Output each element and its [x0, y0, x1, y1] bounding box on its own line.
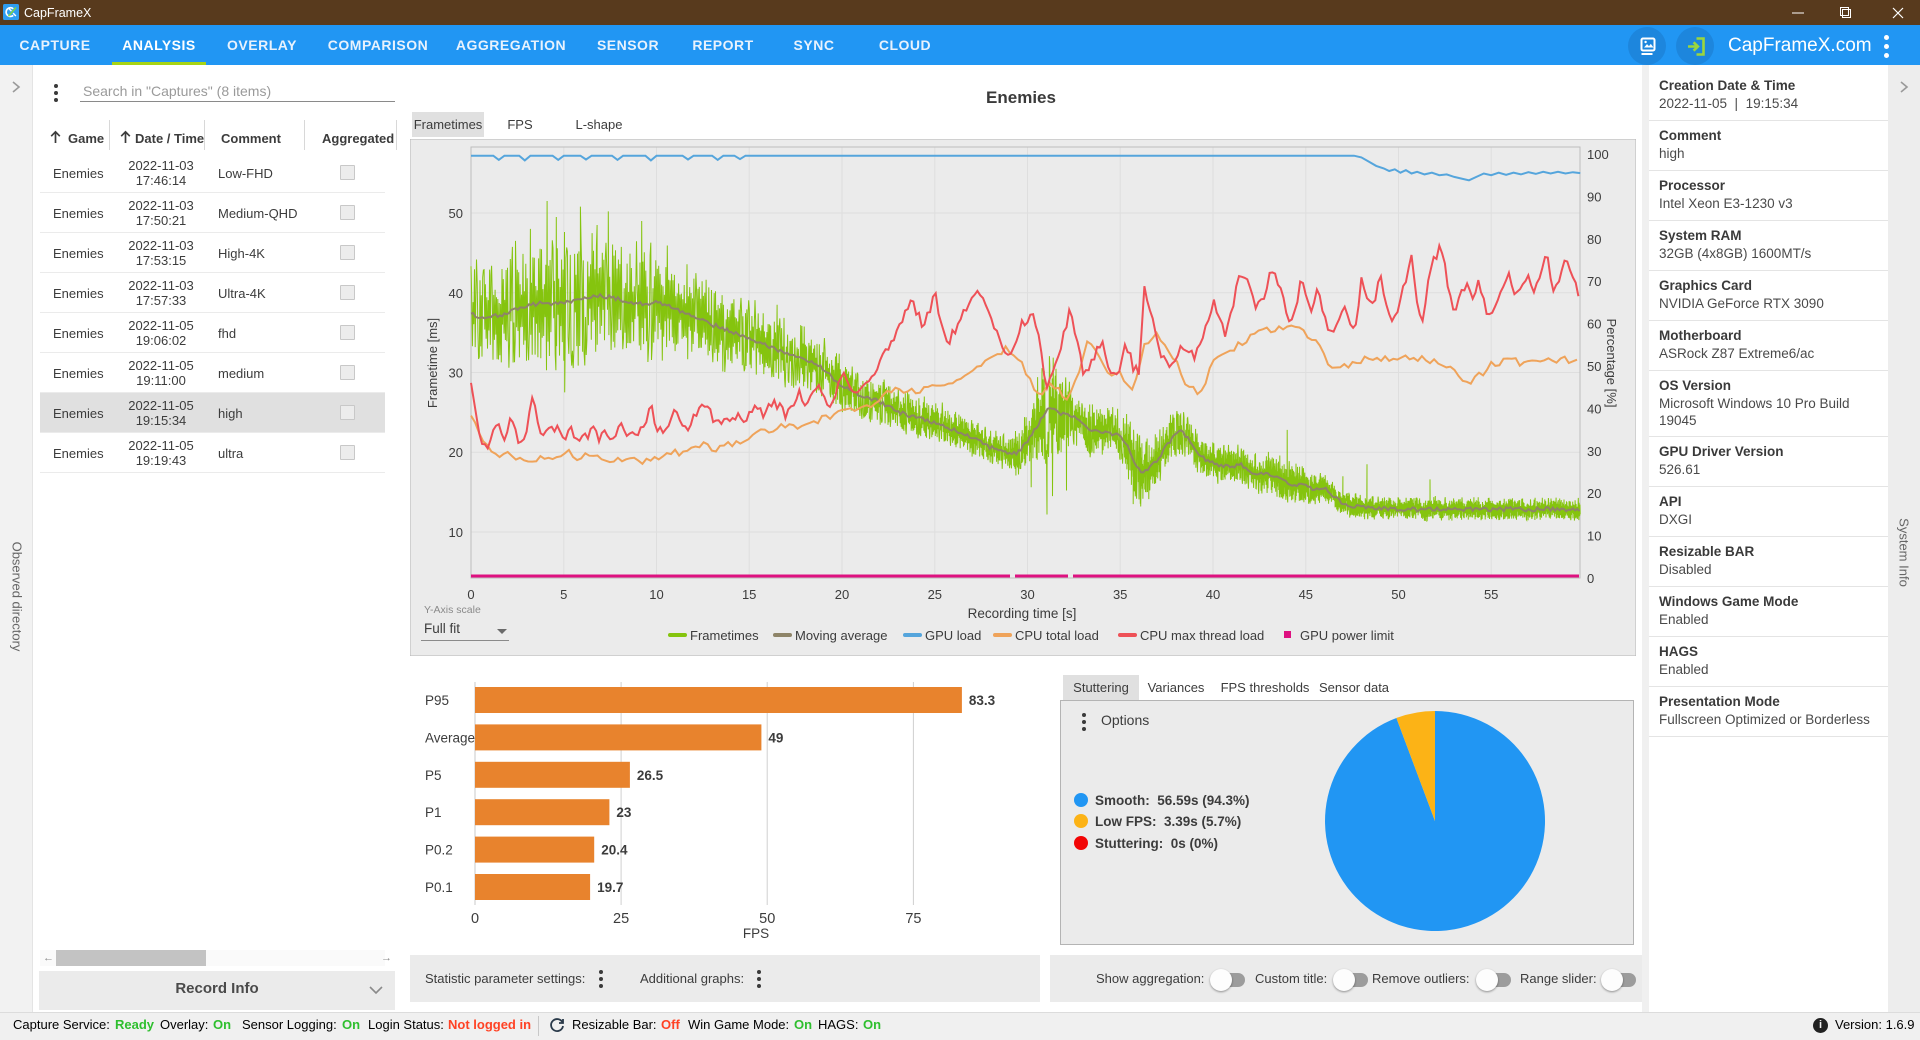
svg-text:5: 5	[560, 587, 567, 602]
svg-text:45: 45	[1299, 587, 1313, 602]
svg-text:GPU load: GPU load	[925, 628, 981, 643]
svg-text:50: 50	[759, 911, 775, 927]
svg-text:23: 23	[616, 805, 632, 820]
svg-text:FPS: FPS	[743, 926, 769, 941]
svg-text:83.3: 83.3	[969, 693, 996, 708]
svg-text:30: 30	[1020, 587, 1034, 602]
svg-text:Moving average: Moving average	[795, 628, 888, 643]
svg-text:10: 10	[449, 525, 463, 540]
svg-text:15: 15	[742, 587, 756, 602]
svg-text:25: 25	[613, 911, 629, 927]
svg-text:CPU max thread load: CPU max thread load	[1140, 628, 1264, 643]
svg-text:55: 55	[1484, 587, 1498, 602]
svg-text:26.5: 26.5	[637, 768, 664, 783]
svg-text:50: 50	[1587, 359, 1601, 374]
svg-text:GPU power limit: GPU power limit	[1300, 628, 1394, 643]
svg-text:P0.1: P0.1	[425, 880, 453, 895]
svg-text:50: 50	[1391, 587, 1405, 602]
svg-text:100: 100	[1587, 147, 1609, 162]
svg-text:10: 10	[1587, 529, 1601, 544]
svg-text:30: 30	[1587, 444, 1601, 459]
svg-text:25: 25	[928, 587, 942, 602]
svg-text:Percentage [%]: Percentage [%]	[1604, 319, 1619, 408]
svg-text:70: 70	[1587, 274, 1601, 289]
svg-text:40: 40	[449, 286, 463, 301]
svg-text:20.4: 20.4	[601, 843, 628, 858]
svg-text:P1: P1	[425, 805, 442, 820]
svg-text:50: 50	[449, 206, 463, 221]
svg-text:Frametimes: Frametimes	[690, 628, 759, 643]
svg-text:40: 40	[1206, 587, 1220, 602]
svg-text:0: 0	[467, 587, 474, 602]
svg-text:35: 35	[1113, 587, 1127, 602]
svg-text:0: 0	[1587, 571, 1594, 586]
svg-text:80: 80	[1587, 232, 1601, 247]
svg-text:P95: P95	[425, 693, 449, 708]
svg-text:P0.2: P0.2	[425, 843, 453, 858]
svg-text:Average: Average	[425, 730, 475, 745]
svg-text:49: 49	[768, 730, 783, 745]
svg-text:75: 75	[905, 911, 921, 927]
svg-text:20: 20	[835, 587, 849, 602]
svg-text:90: 90	[1587, 189, 1601, 204]
svg-text:20: 20	[449, 445, 463, 460]
svg-text:Recording time [s]: Recording time [s]	[968, 606, 1077, 621]
svg-text:Frametime [ms]: Frametime [ms]	[425, 318, 440, 408]
svg-text:0: 0	[471, 911, 479, 927]
svg-text:20: 20	[1587, 486, 1601, 501]
svg-text:30: 30	[449, 366, 463, 381]
svg-text:40: 40	[1587, 401, 1601, 416]
svg-text:19.7: 19.7	[597, 880, 623, 895]
svg-text:CPU total load: CPU total load	[1015, 628, 1099, 643]
svg-text:10: 10	[649, 587, 663, 602]
svg-text:60: 60	[1587, 317, 1601, 332]
svg-text:P5: P5	[425, 768, 442, 783]
